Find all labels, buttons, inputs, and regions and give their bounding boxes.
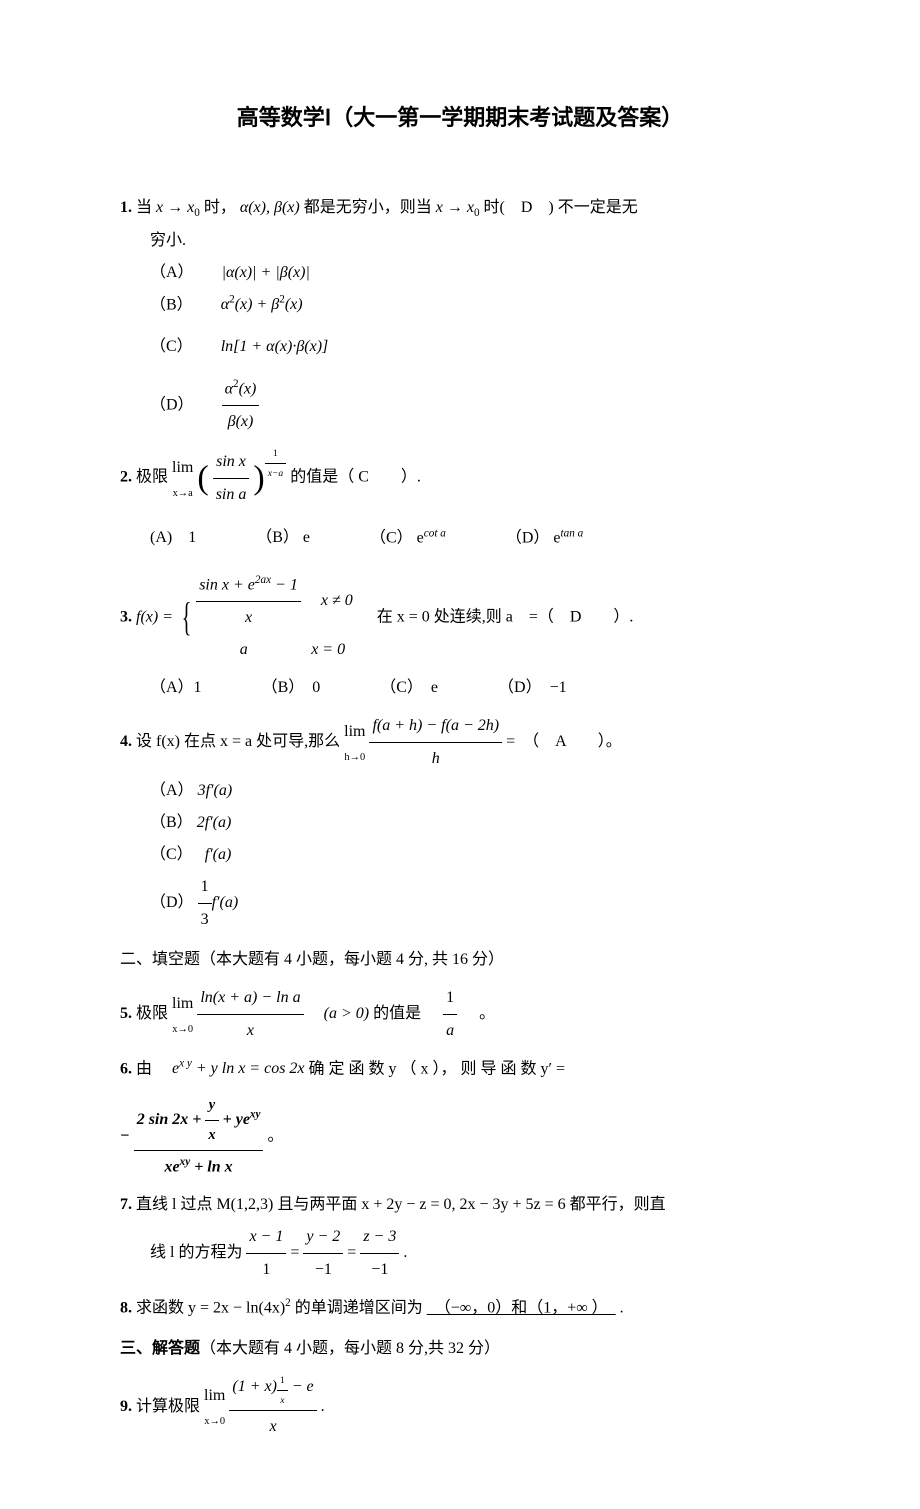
q3-number: 3. (120, 608, 132, 625)
q1-opt-b: （B） α2(x) + β2(x) (150, 289, 462, 321)
q1-opt-d: （D） α2(x) β(x) (150, 373, 462, 438)
q8-period: . (620, 1300, 624, 1317)
q8-sup: 2 (285, 1297, 291, 1309)
q1-alpha-beta: α(x), β(x) (240, 199, 300, 216)
q8-answer: （−∞，0）和（1，+∞ ） (427, 1300, 616, 1317)
q4-opt-c: （C） f′(a) (150, 839, 462, 871)
q2-number: 2. (120, 469, 132, 486)
q2-opt-d: （D） etan a (506, 522, 583, 554)
q9-limit: lim x→0 (1 + x)1x − e x (204, 1397, 321, 1414)
q3-opt-b: （B） 0 (262, 672, 321, 704)
q9-stem-a: 计算极限 (136, 1397, 204, 1414)
q8-number: 8. (120, 1300, 132, 1317)
section-2-heading: 二、填空题（本大题有 4 小题，每小题 4 分, 共 16 分） (120, 944, 800, 976)
q4-number: 4. (120, 733, 132, 750)
q7-period: . (403, 1244, 407, 1261)
q6-stem-b: 确 定 函 数 y （ x ）， 则 导 函 数 y′ = (309, 1060, 566, 1077)
q2-stem-b: 的值是（ C ）. (290, 469, 421, 486)
q4-stem-b: = （ A ）。 (506, 733, 622, 750)
q5-limit: lim x→0 ln(x + a) − ln ax (172, 1005, 308, 1022)
q6-answer: − 2 sin 2x + yx + yexy xexy + ln x 。 (120, 1091, 800, 1183)
question-7: 7. 直线 l 过点 M(1,2,3) 且与两平面 x + 2y − z = 0… (120, 1189, 800, 1286)
q1-opt-c: （C） ln[1 + α(x)·β(x)] (150, 331, 462, 363)
q1-xtox0-2: x → x0 (436, 199, 480, 216)
question-5: 5. 极限 lim x→0 ln(x + a) − ln ax (a > 0) … (120, 982, 800, 1047)
q3-opt-a: （A）1 (150, 672, 202, 704)
q2-stem-a: 极限 (136, 469, 172, 486)
question-3: 3. f(x) = { sin x + e2ax − 1 x x ≠ 0 a x… (120, 569, 800, 704)
q5-stem-a: 极限 (136, 1005, 172, 1022)
q1-stem-e: 穷小. (150, 225, 800, 257)
q3-piecewise: { sin x + e2ax − 1 x x ≠ 0 a x = 0 (177, 569, 373, 666)
q3-opt-c: （C） e (380, 672, 438, 704)
q1-number: 1. (120, 199, 132, 216)
q9-period: . (321, 1397, 325, 1414)
q2-opt-a: (A) 1 (150, 522, 196, 554)
q7-answer: x − 11 = y − 2−1 = z − 3−1 (246, 1221, 399, 1286)
question-6: 6. 由 ex y + y ln x = cos 2x 确 定 函 数 y （ … (120, 1053, 800, 1183)
section-3-heading: 三、解答题三、解答题（本大题有 4 小题，每小题 8 分,共 32 分）（本大题… (120, 1333, 800, 1365)
q1-stem-b: 时， (204, 199, 236, 216)
q5-cond: (a > 0) (308, 1005, 373, 1022)
q4-opt-d: （D） 13f′(a) (150, 871, 462, 936)
q3-stem-b: 在 x = 0 处连续,则 a =（ D ）. (377, 608, 634, 625)
q4-stem-a: 设 f(x) 在点 x = a 处可导,那么 (136, 733, 344, 750)
q5-stem-b: 的值是 (373, 1005, 421, 1022)
question-4: 4. 设 f(x) 在点 x = a 处可导,那么 lim h→0 f(a + … (120, 710, 800, 936)
q4-opt-a: （A） 3f′(a) (150, 775, 462, 807)
q1-opt-a: （A） |α(x)| + |β(x)| (150, 257, 462, 289)
page-title: 高等数学Ⅰ（大一第一学期期末考试题及答案） (120, 100, 800, 132)
q7-number: 7. (120, 1196, 132, 1213)
q2-opt-c: （C） ecot a (370, 522, 446, 554)
question-8: 8. 求函数 y = 2x − ln(4x)2 的单调递增区间为 （−∞，0）和… (120, 1292, 800, 1324)
q6-number: 6. (120, 1060, 132, 1077)
q5-number: 5. (120, 1005, 132, 1022)
q5-period: 。 (479, 1005, 495, 1022)
question-9: 9. 计算极限 lim x→0 (1 + x)1x − e x . (120, 1371, 800, 1443)
q7-stem-b: 线 l 的方程为 (150, 1244, 242, 1261)
question-1: 1. 当 x → x0 时， α(x), β(x) 都是无穷小，则当 x → x… (120, 192, 800, 438)
q3-fx: f(x) = (136, 608, 177, 625)
q5-answer-blank: 1a (425, 982, 475, 1047)
q1-xtox0: x → x0 (156, 199, 200, 216)
q6-eq: ex y + y ln x = cos 2x (172, 1060, 309, 1077)
q8-stem-b: 的单调递增区间为 (295, 1300, 423, 1317)
q8-stem-a: 求函数 y = 2x − ln(4x) (136, 1300, 285, 1317)
question-2: 2. 极限 lim x→a ( sin xsin a )1x−a 的值是（ C … (120, 444, 800, 554)
q2-limit-expr: lim x→a ( sin xsin a )1x−a (172, 469, 290, 486)
q3-opt-d: （D） −1 (498, 672, 567, 704)
q1-stem-c: 都是无穷小，则当 (304, 199, 436, 216)
q9-number: 9. (120, 1397, 132, 1414)
q1-stem-d: 时( D ) 不一定是无 (484, 199, 638, 216)
q7-stem-a: 直线 l 过点 M(1,2,3) 且与两平面 x + 2y − z = 0, 2… (136, 1196, 666, 1213)
q4-limit: lim h→0 f(a + h) − f(a − 2h)h (344, 733, 506, 750)
q4-opt-b: （B） 2f′(a) (150, 807, 462, 839)
q6-stem-a: 由 (136, 1060, 168, 1077)
q1-stem-a: 当 (136, 199, 156, 216)
q2-opt-b: （B） e (256, 522, 310, 554)
